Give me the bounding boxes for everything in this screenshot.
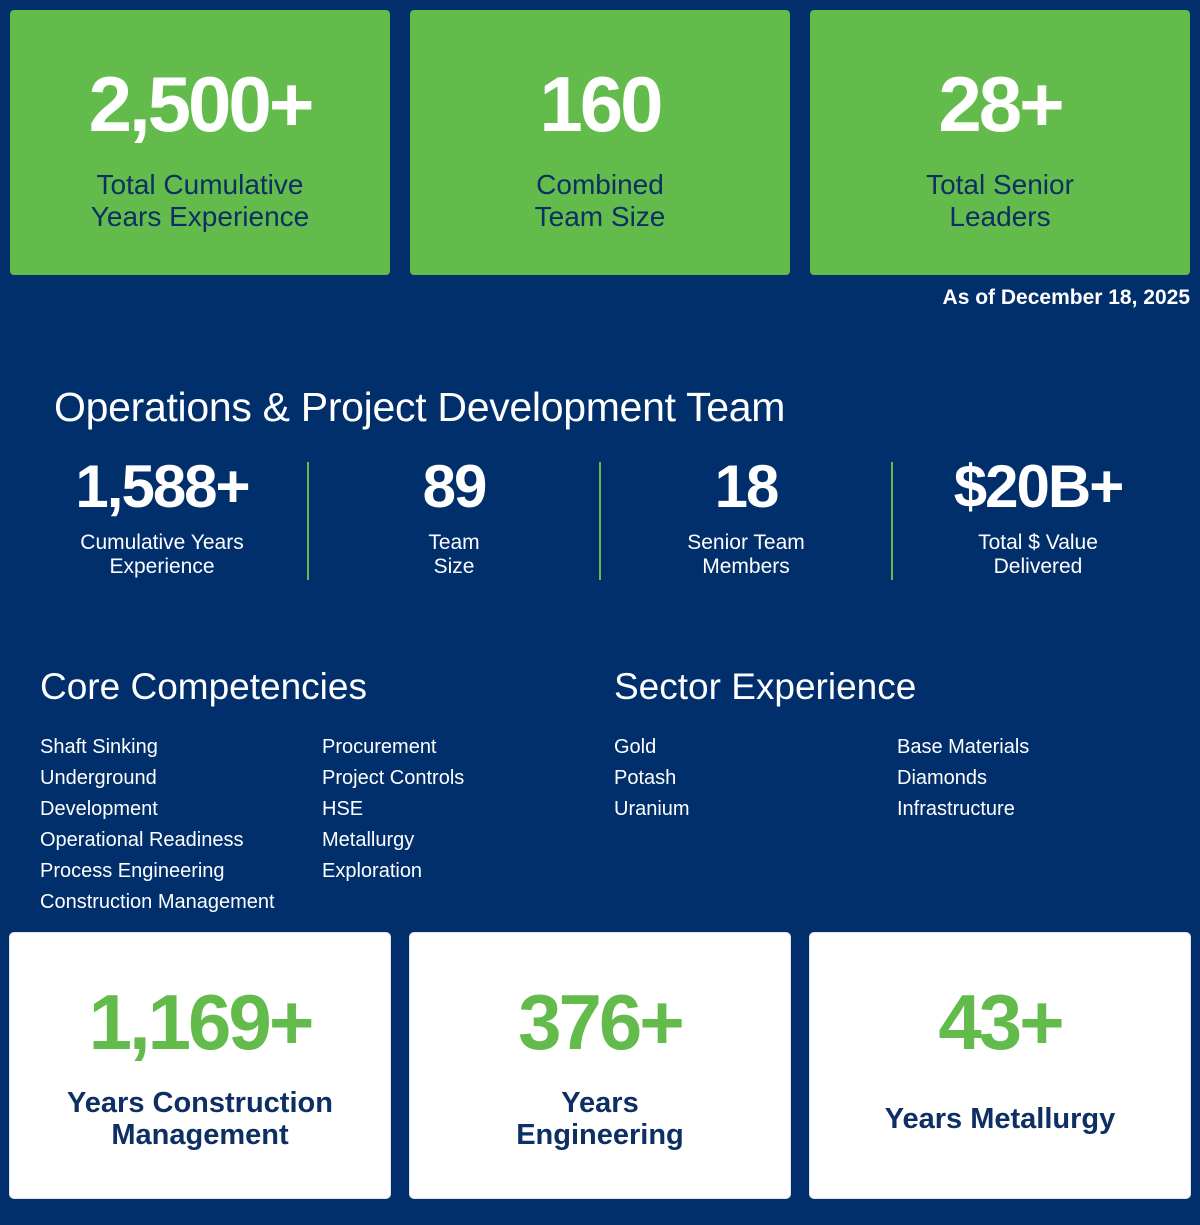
stat-label: Combined Team Size: [450, 169, 750, 233]
ops-stat-label-line: Members: [702, 555, 790, 578]
sector-experience-list-2: Base Materials Diamonds Infrastructure: [897, 732, 1029, 825]
list-item: Underground: [40, 767, 157, 789]
stat-label-line: Total Senior: [926, 169, 1074, 200]
ops-divider: [599, 462, 601, 580]
list-item: Operational Readiness: [40, 829, 244, 851]
list-item: Diamonds: [897, 767, 988, 789]
ops-divider: [891, 462, 893, 580]
list-item: Potash: [614, 767, 677, 789]
list-item: Shaft Sinking: [40, 736, 158, 758]
list-item: Project Controls: [322, 767, 465, 789]
list-item: Uranium: [614, 798, 690, 820]
ops-stat-value-delivered: $20B+ Total $ Value Delivered: [892, 455, 1184, 579]
ops-stat-team-size: 89 Team Size: [308, 455, 600, 579]
ops-stat-senior-members: 18 Senior Team Members: [600, 455, 892, 579]
stat-card-total-experience: 2,500+ Total Cumulative Years Experience: [10, 10, 390, 275]
stat-label-line: Engineering: [516, 1119, 684, 1151]
stat-value: 28+: [938, 60, 1064, 148]
ops-stat-label-line: Total $ Value: [978, 531, 1098, 554]
stat-label-line: Team Size: [534, 201, 666, 232]
core-competencies-list-1: Shaft Sinking Underground Development Op…: [40, 732, 275, 918]
stat-label-line: Years Metallurgy: [884, 1103, 1116, 1135]
stat-label-line: Combined: [536, 169, 664, 200]
stat-value: 43+: [938, 978, 1064, 1066]
stat-card-construction-management: 1,169+ Years Construction Management: [10, 933, 390, 1198]
ops-stat-label-line: Experience: [109, 555, 215, 578]
stat-label-line: Years: [561, 1087, 639, 1119]
stat-label: Total Cumulative Years Experience: [50, 169, 350, 233]
ops-stat-label-line: Team: [428, 531, 480, 554]
stat-label-line: Total Cumulative: [96, 169, 304, 200]
list-item: Construction Management: [40, 891, 275, 913]
list-item: Development: [40, 798, 158, 820]
ops-divider: [307, 462, 309, 580]
stat-value: 376+: [518, 978, 685, 1066]
ops-stat-label-line: Cumulative Years: [80, 531, 244, 554]
stat-label: Years Engineering: [450, 1087, 750, 1151]
ops-stat-experience: 1,588+ Cumulative Years Experience: [16, 455, 308, 579]
ops-stat-value: 1,588+: [75, 453, 250, 520]
core-competencies-title: Core Competencies: [40, 666, 367, 707]
list-item: Exploration: [322, 860, 423, 882]
stat-label-line: Leaders: [949, 201, 1051, 232]
stat-value: 1,169+: [88, 978, 315, 1066]
list-item: Procurement: [322, 736, 437, 758]
ops-section-title: Operations & Project Development Team: [54, 384, 786, 430]
stat-label-line: Years Experience: [90, 201, 310, 232]
ops-stat-value: 18: [714, 453, 780, 520]
ops-stat-value: 89: [422, 453, 488, 520]
list-item: Infrastructure: [897, 798, 1015, 820]
ops-stat-label: Senior Team Members: [600, 531, 892, 579]
ops-stat-label-line: Size: [433, 555, 475, 578]
ops-stat-label: Cumulative Years Experience: [16, 531, 308, 579]
stat-label: Years Metallurgy: [850, 1103, 1150, 1135]
stat-value: 160: [539, 60, 663, 148]
stat-value: 2,500+: [88, 60, 315, 148]
stat-card-senior-leaders: 28+ Total Senior Leaders: [810, 10, 1190, 275]
core-competencies-list-2: Procurement Project Controls HSE Metallu…: [322, 732, 464, 887]
list-item: HSE: [322, 798, 364, 820]
stat-label: Total Senior Leaders: [850, 169, 1150, 233]
list-item: Gold: [614, 736, 657, 758]
stat-label-line: Years Construction: [67, 1087, 333, 1119]
ops-stat-label: Team Size: [308, 531, 600, 579]
ops-stat-label-line: Senior Team: [687, 531, 805, 554]
ops-stat-value: $20B+: [953, 453, 1124, 520]
stat-label-line: Management: [111, 1119, 289, 1151]
summary-cards: 2,500+ Total Cumulative Years Experience…: [10, 10, 1190, 275]
stat-card-metallurgy: 43+ Years Metallurgy: [810, 933, 1190, 1198]
stat-card-team-size: 160 Combined Team Size: [410, 10, 790, 275]
ops-stat-label: Total $ Value Delivered: [892, 531, 1184, 579]
stat-label: Years Construction Management: [50, 1087, 350, 1151]
sector-experience-title: Sector Experience: [614, 666, 917, 707]
specialty-cards: 1,169+ Years Construction Management 376…: [10, 933, 1190, 1198]
list-item: Metallurgy: [322, 829, 415, 851]
as-of-date: As of December 18, 2025: [942, 286, 1190, 309]
stat-card-engineering: 376+ Years Engineering: [410, 933, 790, 1198]
sector-experience-list-1: Gold Potash Uranium: [614, 732, 690, 825]
list-item: Process Engineering: [40, 860, 225, 882]
ops-stat-label-line: Delivered: [993, 555, 1083, 578]
list-item: Base Materials: [897, 736, 1030, 758]
